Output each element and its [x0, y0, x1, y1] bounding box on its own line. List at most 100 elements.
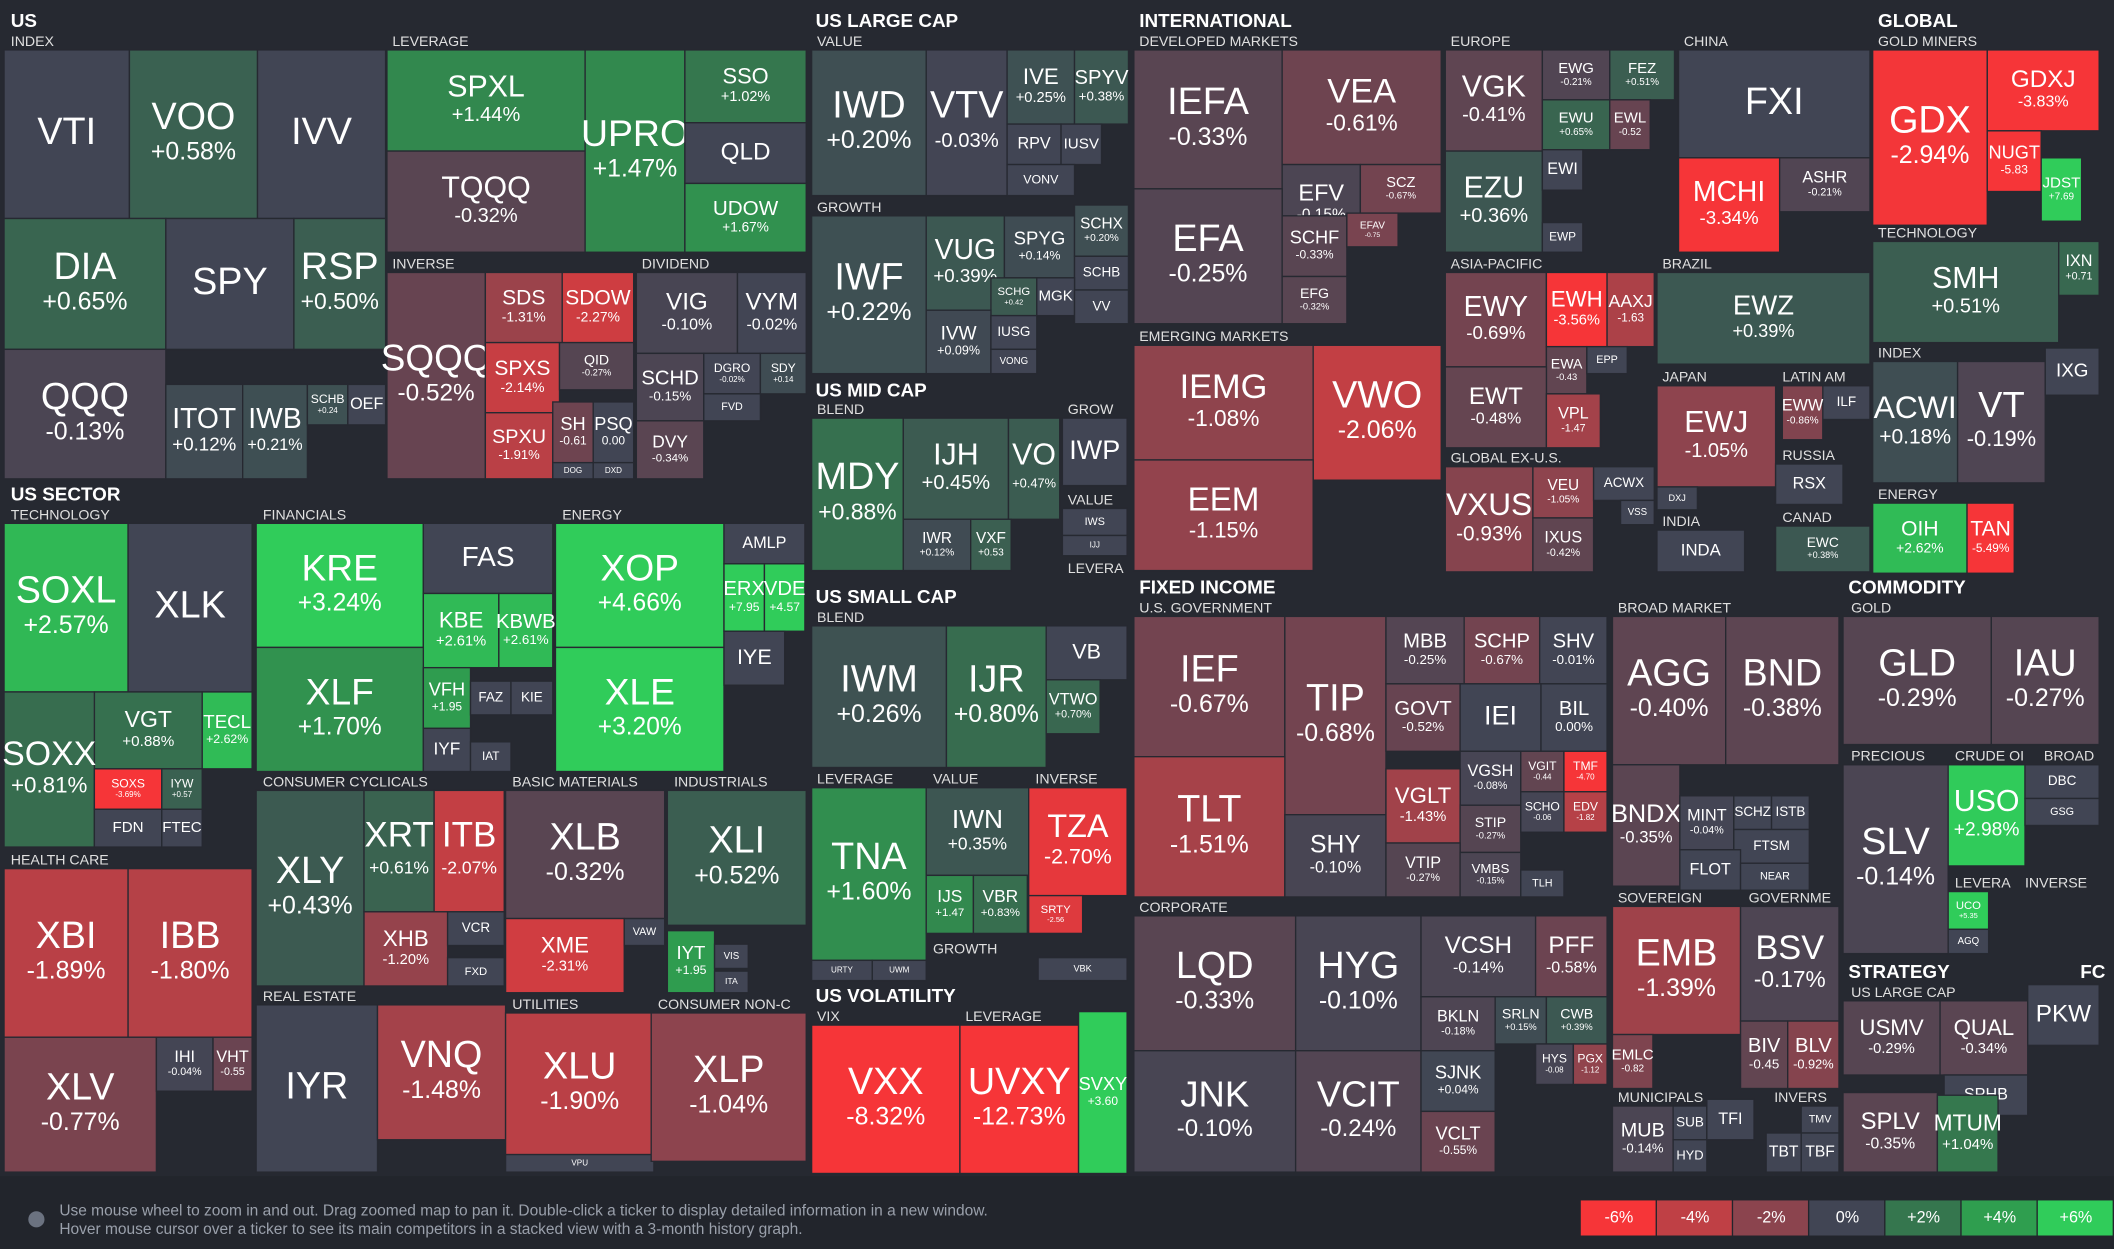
ticker-tile[interactable]	[703, 393, 762, 422]
ticker-tile[interactable]	[1494, 996, 1548, 1045]
ticker-tile[interactable]	[1061, 417, 1128, 487]
ticker-tile[interactable]	[1739, 862, 1810, 891]
ticker-tile[interactable]	[256, 49, 387, 220]
ticker-tile[interactable]	[1540, 683, 1608, 752]
ticker-tile[interactable]	[713, 970, 749, 994]
ticker-tile[interactable]	[1420, 915, 1537, 998]
ticker-tile[interactable]	[1842, 1091, 1939, 1173]
ticker-tile[interactable]	[1563, 791, 1608, 833]
ticker-tile[interactable]	[635, 420, 705, 480]
ticker-tile[interactable]	[1765, 1132, 1802, 1173]
ticker-tile[interactable]	[306, 383, 349, 426]
ticker-tile[interactable]	[1586, 345, 1628, 375]
ticker-tile[interactable]	[1677, 49, 1871, 159]
ticker-tile[interactable]	[165, 217, 295, 351]
ticker-tile[interactable]	[255, 1004, 379, 1173]
ticker-tile[interactable]	[925, 787, 1030, 877]
ticker-tile[interactable]	[1541, 221, 1584, 253]
ticker-tile[interactable]	[902, 417, 1010, 520]
ticker-tile[interactable]	[810, 49, 927, 197]
ticker-tile[interactable]	[1611, 764, 1681, 887]
ticker-tile[interactable]	[592, 461, 635, 480]
ticker-tile[interactable]	[1463, 615, 1541, 685]
ticker-tile[interactable]	[1947, 764, 2026, 867]
ticker-tile[interactable]	[810, 215, 927, 375]
ticker-tile[interactable]	[1346, 212, 1399, 248]
ticker-tile[interactable]	[1037, 956, 1128, 982]
ticker-tile[interactable]	[155, 1036, 214, 1092]
ticker-tile[interactable]	[1592, 466, 1655, 502]
ticker-tile[interactable]	[972, 874, 1029, 935]
ticker-tile[interactable]	[1077, 1010, 1128, 1175]
ticker-tile[interactable]	[1534, 915, 1608, 998]
ticker-tile[interactable]	[1936, 1094, 1999, 1173]
ticker-tile[interactable]	[212, 1036, 253, 1092]
ticker-tile[interactable]	[554, 522, 725, 649]
ticker-tile[interactable]	[1073, 204, 1130, 257]
ticker-tile[interactable]	[1774, 525, 1871, 573]
ticker-tile[interactable]	[1679, 795, 1735, 851]
ticker-tile[interactable]	[1656, 385, 1777, 488]
ticker-tile[interactable]	[161, 768, 203, 810]
ticker-tile[interactable]	[363, 789, 435, 913]
ticker-tile[interactable]	[3, 691, 96, 848]
ticker-tile[interactable]	[1677, 157, 1781, 253]
ticker-tile[interactable]	[3, 522, 129, 693]
ticker-tile[interactable]	[2044, 347, 2100, 396]
ticker-tile[interactable]	[584, 49, 686, 253]
ticker-tile[interactable]	[1774, 463, 1844, 506]
ticker-tile[interactable]	[1385, 615, 1465, 685]
ticker-tile[interactable]	[2027, 983, 2100, 1047]
ticker-tile[interactable]	[970, 518, 1012, 572]
ticker-tile[interactable]	[504, 1153, 655, 1173]
ticker-tile[interactable]	[242, 383, 309, 480]
ticker-tile[interactable]	[561, 271, 635, 344]
ticker-tile[interactable]	[871, 959, 927, 982]
ticker-tile[interactable]	[127, 867, 253, 1038]
ticker-tile[interactable]	[127, 522, 253, 693]
ticker-tile[interactable]	[1312, 344, 1442, 481]
ticker-tile[interactable]	[1842, 615, 1992, 746]
ticker-tile[interactable]	[1133, 756, 1286, 898]
ticker-tile[interactable]	[1672, 1105, 1708, 1141]
ticker-tile[interactable]	[422, 522, 554, 595]
ticker-tile[interactable]	[1294, 915, 1422, 1052]
ticker-tile[interactable]	[713, 943, 749, 970]
ticker-tile[interactable]	[1520, 869, 1565, 898]
ticker-tile[interactable]	[1986, 130, 2042, 193]
ticker-tile[interactable]	[484, 341, 561, 414]
ticker-tile[interactable]	[1619, 499, 1655, 526]
ticker-tile[interactable]	[1028, 894, 1084, 935]
ticker-tile[interactable]	[1656, 529, 1746, 573]
ticker-tile[interactable]	[1545, 271, 1608, 348]
ticker-tile[interactable]	[1459, 683, 1542, 752]
ticker-tile[interactable]	[1986, 49, 2100, 132]
ticker-tile[interactable]	[1966, 502, 2015, 574]
ticker-tile[interactable]	[592, 401, 635, 464]
ticker-tile[interactable]	[446, 956, 505, 987]
ticker-tile[interactable]	[558, 341, 635, 391]
ticker-tile[interactable]	[1007, 417, 1061, 520]
ticker-tile[interactable]	[498, 592, 554, 669]
ticker-tile[interactable]	[1956, 360, 2046, 484]
ticker-tile[interactable]	[3, 348, 167, 480]
ticker-tile[interactable]	[1842, 764, 1949, 955]
ticker-tile[interactable]	[945, 625, 1047, 769]
ticker-tile[interactable]	[623, 917, 666, 947]
ticker-tile[interactable]	[1733, 795, 1773, 831]
ticker-tile[interactable]	[1656, 271, 1871, 365]
ticker-tile[interactable]	[1706, 1098, 1755, 1141]
ticker-tile[interactable]	[2058, 240, 2100, 297]
ticker-tile[interactable]	[1606, 271, 1655, 348]
ticker-tile[interactable]	[554, 646, 725, 773]
ticker-tile[interactable]	[363, 911, 449, 987]
ticker-tile[interactable]	[422, 666, 472, 730]
ticker-tile[interactable]	[990, 348, 1038, 375]
ticker-tile[interactable]	[810, 1024, 961, 1175]
ticker-tile[interactable]	[161, 808, 203, 848]
ticker-tile[interactable]	[1609, 99, 1651, 151]
ticker-tile[interactable]	[1800, 1132, 1840, 1173]
ticker-tile[interactable]	[810, 787, 927, 962]
ticker-tile[interactable]	[1294, 1050, 1422, 1173]
ticker-tile[interactable]	[201, 691, 253, 770]
